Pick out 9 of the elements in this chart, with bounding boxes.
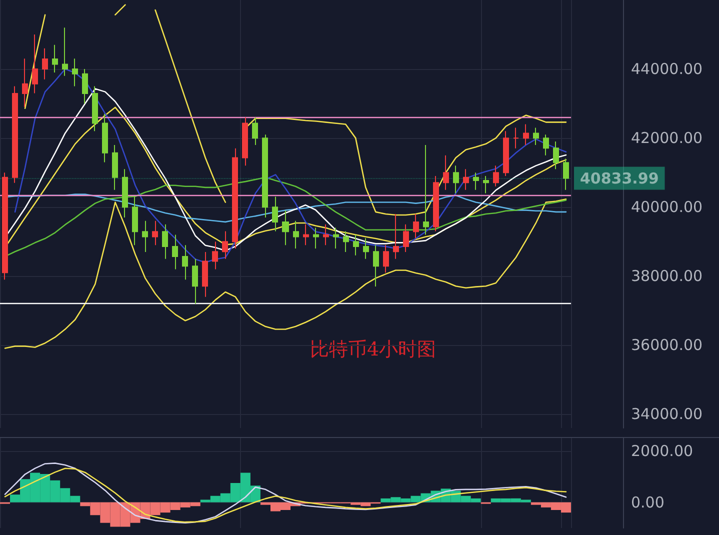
y-tick-label: 42000.00 [631,129,703,148]
ref-line-label: 40833.99 [580,169,659,188]
y-tick-label: 38000.00 [631,267,703,286]
y-tick-label: 36000.00 [631,336,703,354]
y-tick-label: 2000.00 [631,442,694,460]
y-tick-label: 34000.00 [631,405,703,424]
y-tick-label: 0.00 [631,493,664,512]
y-tick-label: 44000.00 [631,60,703,78]
y-tick-label: 40000.00 [631,198,703,216]
